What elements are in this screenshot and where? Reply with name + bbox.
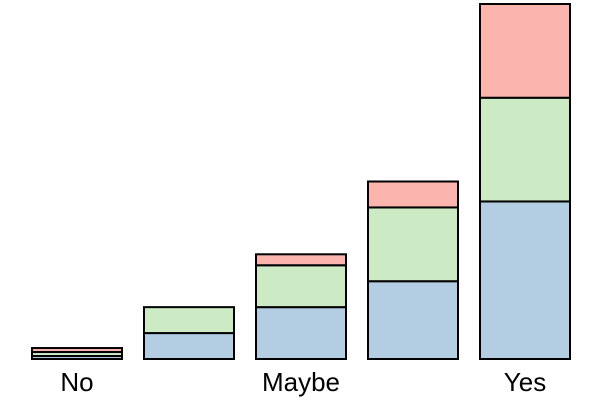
bar-segment-3-series-2 — [367, 180, 459, 209]
bar-segment-3-series-0 — [367, 280, 459, 361]
bar-segment-1-series-1 — [143, 306, 235, 335]
bar-segment-2-series-0 — [255, 306, 347, 360]
x-tick-label-0: No — [60, 367, 93, 397]
bar-segment-2-series-2 — [255, 253, 347, 267]
bar-segment-3-series-1 — [367, 206, 459, 283]
x-tick-label-2: Maybe — [262, 367, 340, 397]
bar-segment-4-series-0 — [479, 200, 571, 360]
bar-segment-4-series-2 — [479, 3, 571, 99]
x-tick-labels: No Maybe Yes — [60, 367, 546, 397]
bar-segment-4-series-1 — [479, 96, 571, 203]
bar-segment-0-series-2 — [31, 347, 123, 354]
bar-segment-2-series-1 — [255, 264, 347, 309]
x-tick-label-4: Yes — [504, 367, 546, 397]
bar-segment-1-series-0 — [143, 332, 235, 360]
bars-group — [31, 3, 571, 361]
